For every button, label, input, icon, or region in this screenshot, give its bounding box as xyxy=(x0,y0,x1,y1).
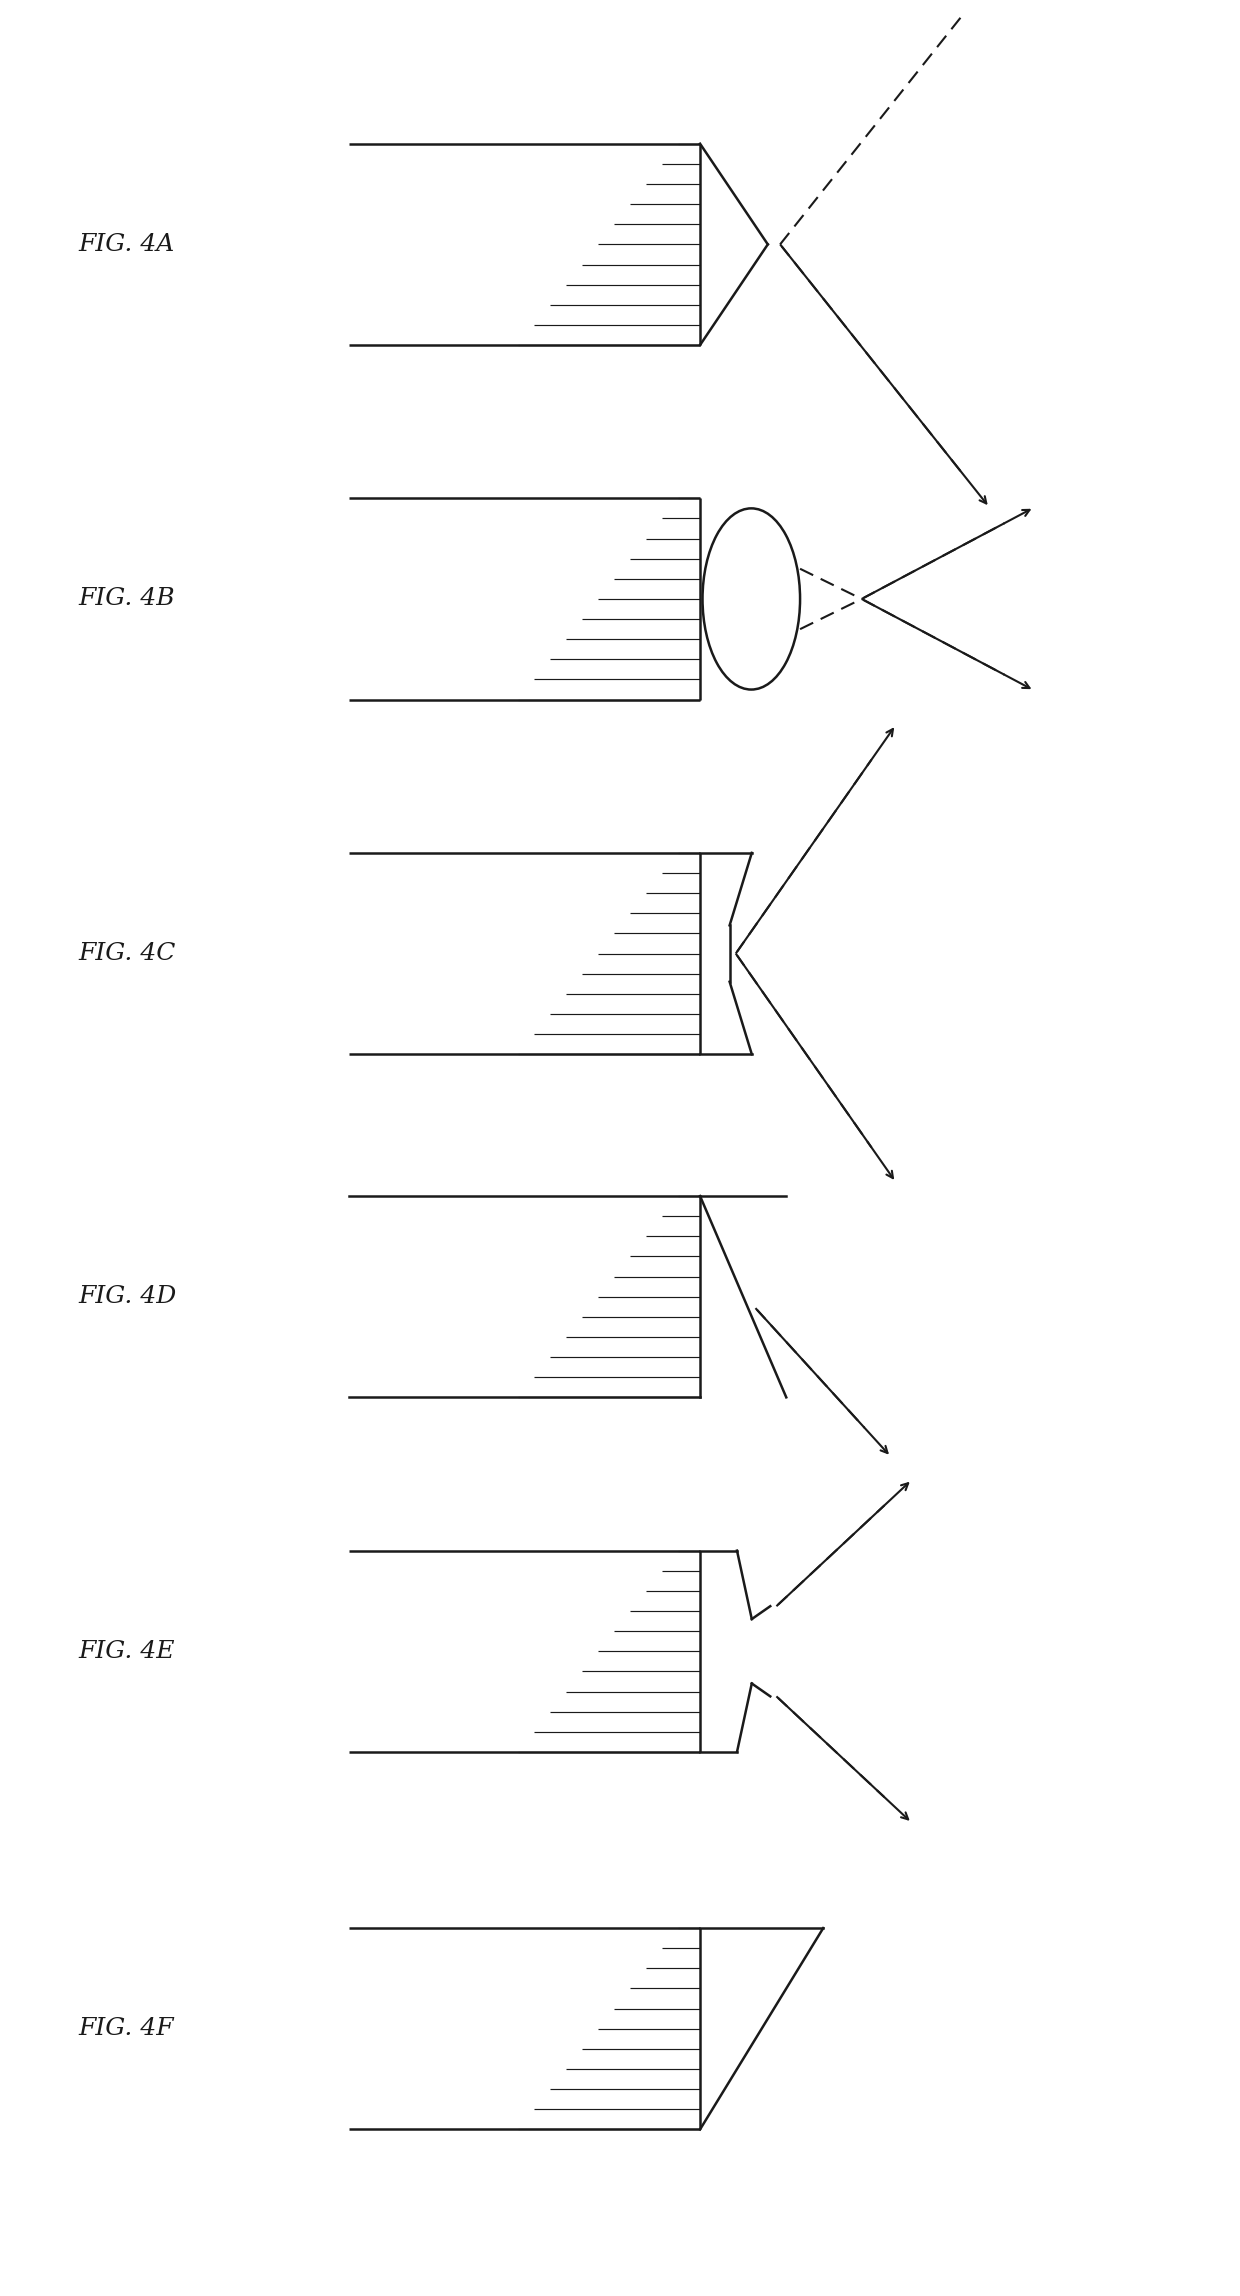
Text: FIG. 4D: FIG. 4D xyxy=(78,1286,176,1309)
Text: FIG. 4F: FIG. 4F xyxy=(78,2018,174,2041)
Text: FIG. 4A: FIG. 4A xyxy=(78,232,175,255)
Text: FIG. 4E: FIG. 4E xyxy=(78,1639,175,1662)
Text: FIG. 4B: FIG. 4B xyxy=(78,588,175,611)
Text: FIG. 4C: FIG. 4C xyxy=(78,941,175,964)
